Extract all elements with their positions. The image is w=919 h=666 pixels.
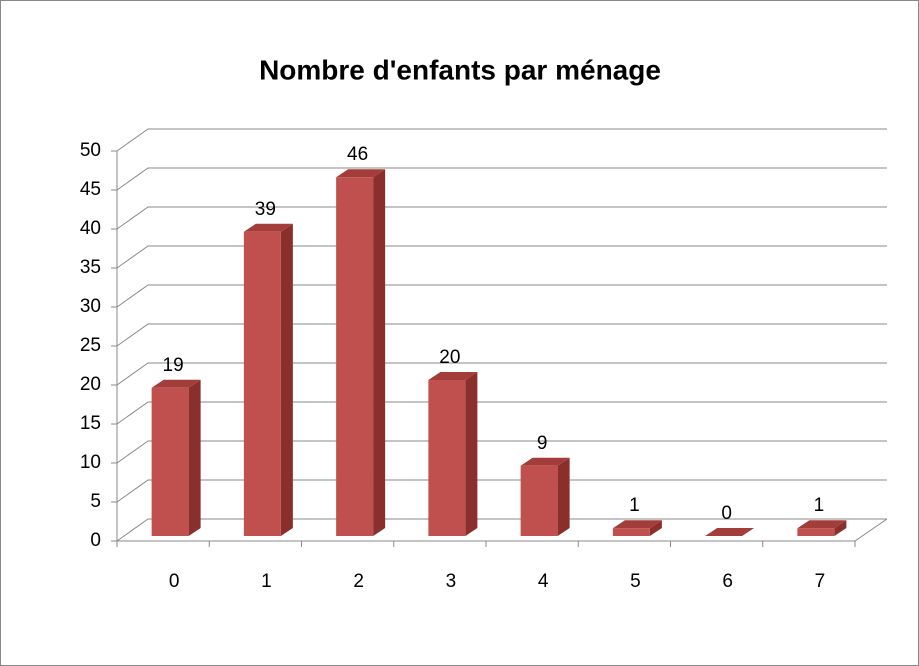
bar-face: [243, 223, 293, 232]
bar-face: [336, 169, 386, 178]
x-tick-label: 7: [815, 571, 826, 592]
grid-line: [116, 284, 887, 308]
grid-line: [116, 323, 887, 347]
bar: [797, 520, 847, 536]
bar-face: [797, 528, 835, 536]
y-tick-label: 5: [90, 491, 101, 512]
x-tick-label: 5: [630, 571, 641, 592]
grid-line: [116, 128, 887, 152]
grid-line: [116, 245, 887, 269]
bar: [612, 520, 662, 536]
grid-line: [116, 401, 887, 425]
x-tick-label: 3: [446, 571, 457, 592]
value-label: 1: [629, 495, 640, 516]
grid-line: [116, 479, 887, 503]
bar-face: [243, 231, 281, 537]
bar-face: [649, 520, 662, 536]
y-tick-label: 10: [80, 452, 101, 473]
bar-face: [520, 465, 558, 536]
y-tick-label: 25: [80, 335, 101, 356]
bar-face: [520, 457, 570, 466]
x-tick-label: 6: [722, 571, 733, 592]
bar-face: [797, 520, 847, 529]
x-tick-label: 1: [261, 571, 272, 592]
value-label: 9: [537, 433, 548, 454]
y-tick-label: 0: [90, 530, 101, 551]
grid-line: [116, 167, 887, 191]
y-tick-label: 45: [80, 179, 101, 200]
y-tick-label: 30: [80, 296, 101, 317]
grid-line: [116, 440, 887, 464]
x-tick-label: 0: [169, 571, 180, 592]
grid-line: [116, 206, 887, 230]
bar-face: [336, 177, 374, 536]
bar: [336, 169, 386, 536]
y-tick-label: 20: [80, 374, 101, 395]
y-tick-label: 50: [80, 140, 101, 161]
value-label: 39: [255, 199, 276, 220]
bar-face: [428, 380, 466, 536]
bar: [151, 379, 201, 536]
bar: [243, 223, 293, 537]
y-tick-label: 40: [80, 218, 101, 239]
y-tick-label: 35: [80, 257, 101, 278]
bar-face: [188, 379, 201, 536]
bar-face: [834, 520, 847, 536]
grid-line: [116, 362, 887, 386]
x-tick-label: 4: [538, 571, 549, 592]
bar-face: [151, 387, 189, 536]
bar-face: [465, 372, 478, 536]
x-tick-label: 2: [353, 571, 364, 592]
value-label: 46: [347, 144, 368, 165]
bar-face: [280, 223, 293, 537]
bar-face: [705, 528, 755, 536]
value-label: 19: [163, 355, 184, 376]
bar-face: [428, 372, 478, 380]
bar-face: [373, 169, 386, 536]
bar-face: [557, 457, 570, 536]
bar-face: [612, 528, 650, 536]
bar: [428, 372, 478, 536]
chart-title: Nombre d'enfants par ménage: [259, 54, 661, 85]
bar: [520, 457, 570, 536]
value-label: 1: [814, 495, 825, 516]
bar: [705, 528, 755, 536]
y-tick-label: 15: [80, 413, 101, 434]
bar-face: [151, 379, 201, 388]
bar-face: [612, 520, 662, 529]
grid-line: [116, 518, 887, 542]
value-label: 0: [721, 503, 732, 524]
value-label: 20: [439, 347, 460, 368]
